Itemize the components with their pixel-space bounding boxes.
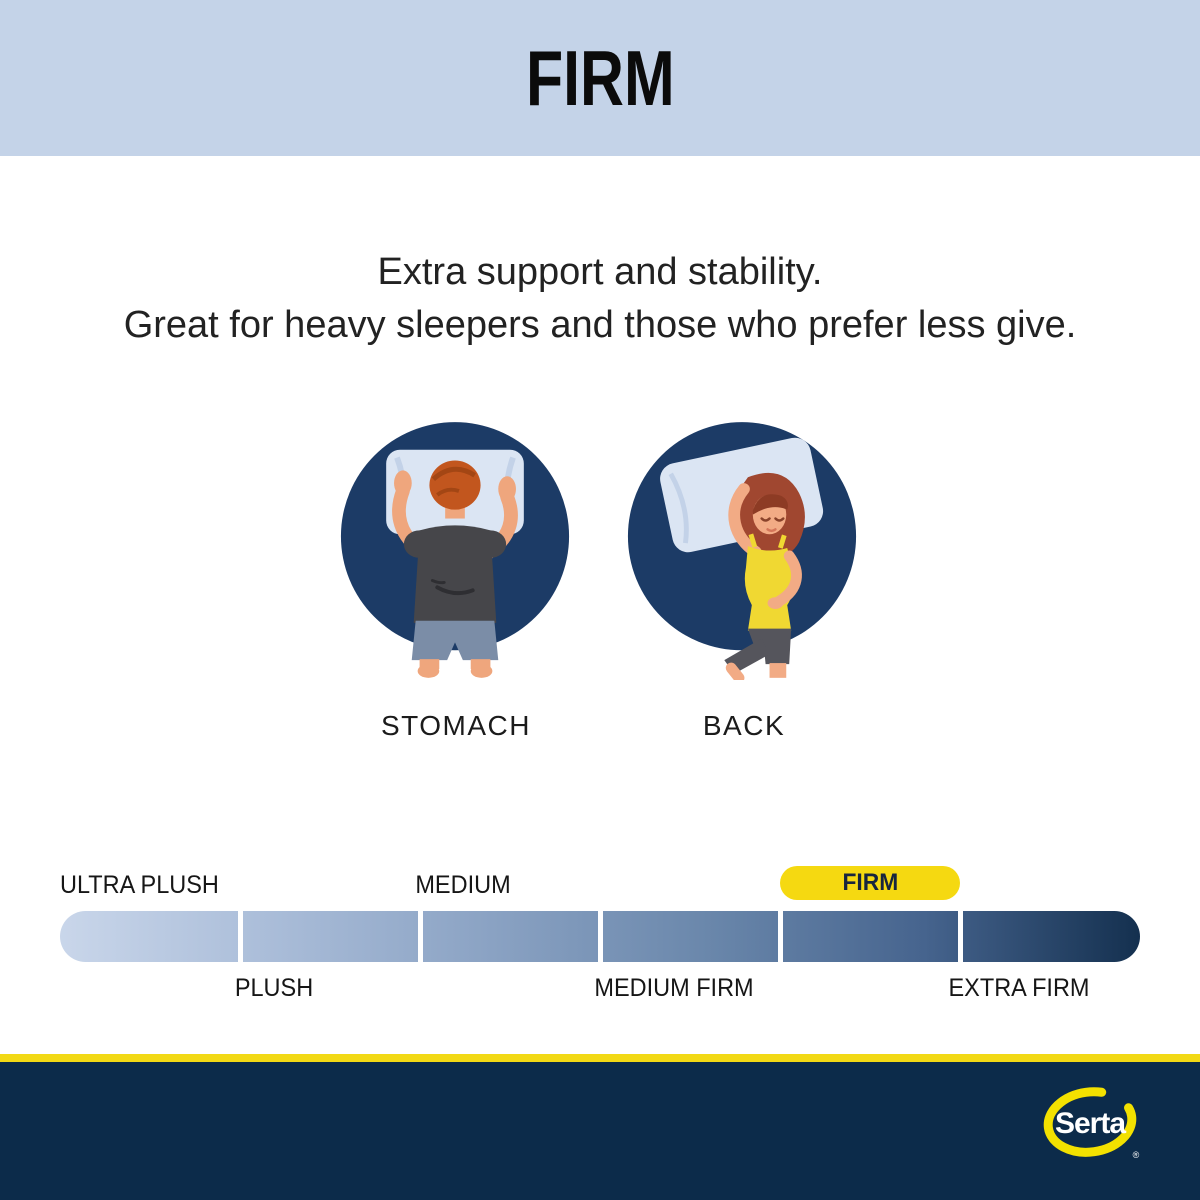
person-sleeping-on-back-icon [627, 422, 857, 684]
scale-label-medium-firm: MEDIUM FIRM [594, 974, 754, 1002]
segment-divider [598, 911, 603, 962]
registered-mark: ® [1133, 1150, 1140, 1160]
scale-label-medium: MEDIUM [415, 871, 511, 899]
segment-divider [778, 911, 783, 962]
firmness-scale-bar [60, 911, 1140, 962]
selected-firmness-label: FIRM [842, 869, 898, 896]
back-label: BACK [702, 710, 786, 741]
header-banner: FIRM [0, 0, 1200, 156]
segment-divider [418, 911, 423, 962]
person-sleeping-on-stomach-icon [340, 422, 570, 678]
stomach-sleeper-illustration [337, 420, 573, 685]
scale-label-ultra-plush: ULTRA PLUSH [60, 871, 219, 899]
segment-divider [958, 911, 963, 962]
description-text: Extra support and stability. Great for h… [0, 246, 1200, 352]
yellow-divider-stripe [0, 1054, 1200, 1062]
scale-label-extra-firm: EXTRA FIRM [948, 974, 1090, 1002]
description-line-2: Great for heavy sleepers and those who p… [123, 304, 1077, 346]
back-sleeper-illustration [624, 420, 860, 685]
scale-label-plush: PLUSH [234, 974, 314, 1002]
segment-divider [238, 911, 243, 962]
page-title: FIRM [525, 33, 675, 122]
footer-bar [0, 1062, 1200, 1200]
serta-logo-text: Serta [1055, 1107, 1126, 1140]
selected-firmness-badge: FIRM [780, 866, 960, 900]
stomach-label: STOMACH [381, 710, 531, 741]
serta-logo: Serta ® [1043, 1087, 1140, 1160]
description-line-1: Extra support and stability. [377, 251, 823, 293]
